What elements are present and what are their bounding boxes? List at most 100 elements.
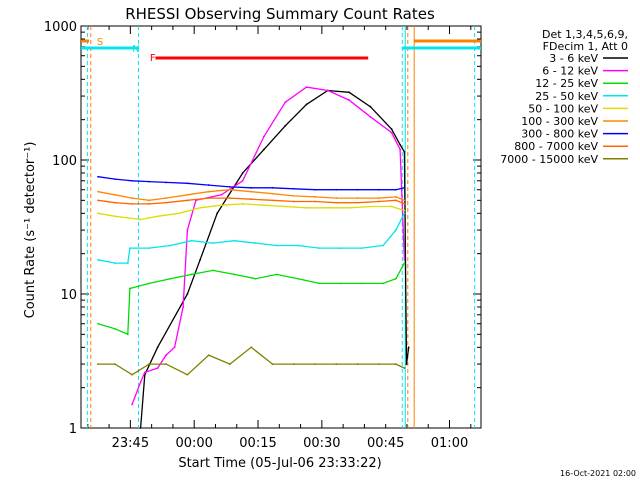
- data-point: [139, 218, 142, 221]
- data-point: [390, 128, 393, 131]
- data-point: [207, 184, 210, 186]
- data-point: [229, 363, 231, 365]
- data-point: [186, 199, 189, 202]
- data-point: [403, 203, 406, 205]
- data-point: [377, 200, 380, 203]
- x-tick-label: 23:45: [112, 436, 149, 451]
- footer-timestamp: 16-Oct-2021 02:00: [560, 469, 636, 478]
- data-point: [403, 212, 406, 215]
- data-point: [284, 205, 287, 208]
- marker-label: F: [150, 53, 156, 64]
- data-point: [275, 244, 278, 247]
- data-point: [292, 187, 295, 190]
- series-line: [131, 86, 406, 405]
- data-point: [250, 190, 253, 193]
- data-point: [297, 277, 299, 280]
- data-point: [97, 363, 99, 365]
- data-point: [356, 188, 359, 191]
- data-point: [220, 204, 223, 207]
- data-point: [292, 200, 295, 203]
- data-point: [186, 182, 189, 185]
- data-point: [129, 247, 131, 250]
- data-point: [403, 209, 406, 212]
- data-point: [377, 188, 380, 191]
- data-point: [377, 197, 380, 199]
- data-point: [229, 188, 231, 191]
- data-point: [241, 172, 244, 174]
- series-line: [97, 213, 405, 264]
- data-point: [250, 198, 253, 201]
- data-point: [263, 135, 265, 138]
- x-tick-label: 00:15: [239, 436, 276, 451]
- data-point: [305, 103, 308, 106]
- data-point: [139, 381, 142, 384]
- data-point: [284, 101, 287, 104]
- data-point: [156, 367, 159, 369]
- data-point: [390, 205, 393, 208]
- data-point: [139, 427, 142, 429]
- data-point: [314, 200, 316, 203]
- data-point: [165, 181, 168, 184]
- data-point: [403, 258, 406, 261]
- data-point: [216, 212, 219, 215]
- data-point: [271, 192, 274, 195]
- data-point: [97, 212, 99, 215]
- data-point: [318, 282, 321, 285]
- data-point: [403, 186, 406, 189]
- data-point: [126, 216, 129, 219]
- legend-header: FDecim 1, Att 0: [543, 40, 628, 53]
- marker-label: S: [97, 37, 103, 48]
- data-point: [271, 199, 274, 202]
- data-point: [212, 242, 214, 244]
- legend-label: 800 - 7000 keV: [514, 140, 598, 153]
- data-point: [403, 199, 406, 202]
- data-point: [394, 196, 397, 198]
- data-point: [314, 188, 316, 191]
- y-tick-label: 10: [60, 288, 77, 303]
- data-point: [394, 229, 397, 231]
- data-point: [182, 306, 185, 308]
- legend-label: 12 - 25 keV: [535, 77, 598, 90]
- data-point: [284, 124, 287, 127]
- marker-group: S NF: [81, 26, 481, 428]
- data-point: [143, 371, 146, 374]
- x-tick-label: 00:30: [303, 436, 340, 451]
- data-point: [156, 215, 159, 218]
- plot-frame: [80, 25, 482, 429]
- data-point: [114, 327, 116, 330]
- data-point: [263, 148, 265, 151]
- series-line: [139, 89, 410, 429]
- data-point: [207, 190, 210, 193]
- data-point: [212, 269, 214, 272]
- data-point: [360, 247, 363, 250]
- data-point: [403, 150, 406, 153]
- data-point: [394, 199, 397, 202]
- data-point: [177, 212, 180, 215]
- data-point: [148, 363, 150, 365]
- data-point: [382, 244, 385, 247]
- data-point: [254, 242, 257, 244]
- data-point: [394, 363, 397, 365]
- series-line: [98, 346, 405, 376]
- data-point: [399, 148, 402, 151]
- data-point: [97, 258, 99, 261]
- data-point: [326, 206, 329, 209]
- data-point: [97, 199, 99, 202]
- data-point: [305, 206, 308, 209]
- data-point: [131, 197, 133, 199]
- data-point: [207, 197, 210, 199]
- data-point: [97, 322, 99, 325]
- data-point: [394, 188, 397, 191]
- data-point: [360, 282, 363, 285]
- data-point: [126, 262, 129, 265]
- data-point: [165, 363, 168, 365]
- data-point: [190, 239, 193, 242]
- data-point: [199, 258, 202, 261]
- data-point: [97, 190, 99, 193]
- data-point: [186, 373, 189, 376]
- legend-label: 50 - 100 keV: [528, 102, 598, 115]
- series-group: [97, 86, 410, 429]
- data-point: [271, 363, 274, 365]
- data-point: [377, 363, 380, 365]
